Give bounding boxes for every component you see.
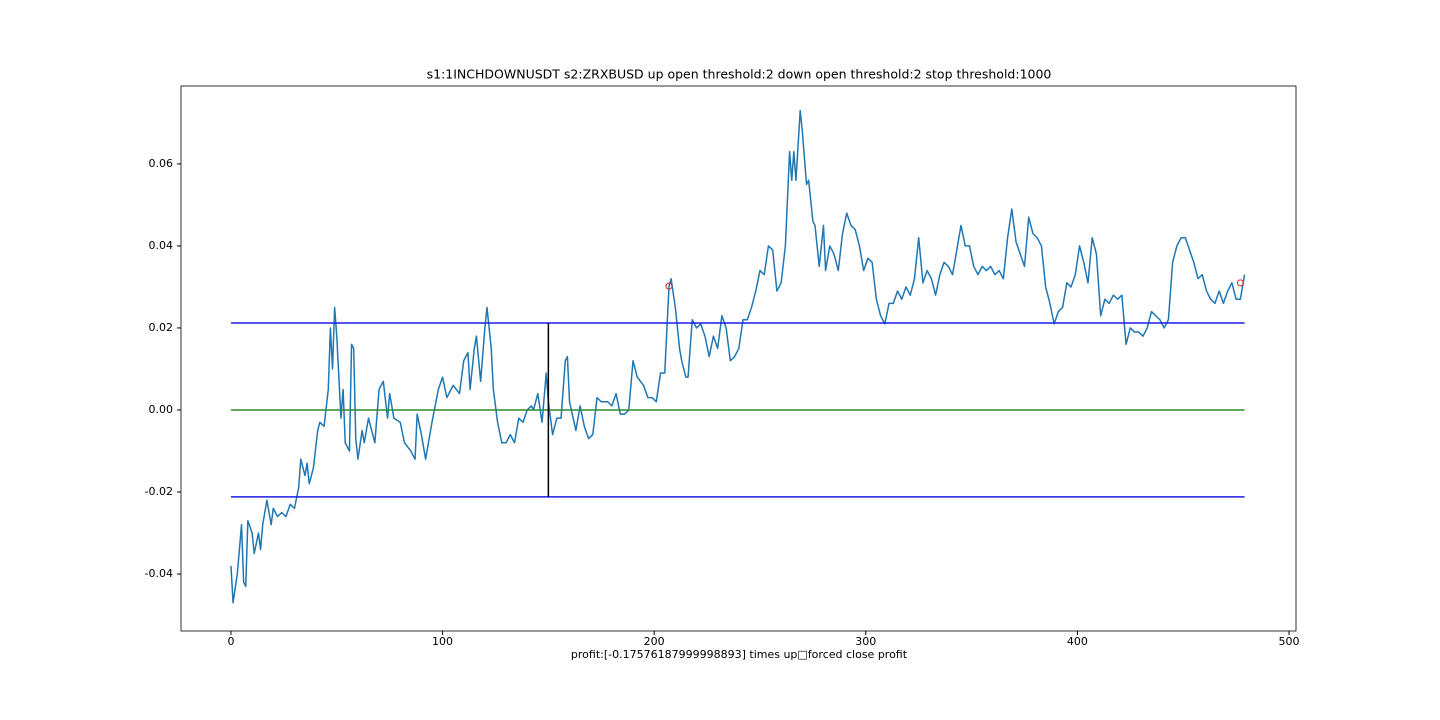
y-tick-label: -0.04	[145, 567, 173, 580]
x-tick-label: 300	[855, 635, 876, 648]
y-tick-label: 0.00	[149, 403, 174, 416]
chart-title: s1:1INCHDOWNUSDT s2:ZRXBUSD up open thre…	[427, 67, 1052, 82]
y-tick-label: 0.02	[149, 321, 174, 334]
marker	[1236, 279, 1244, 287]
x-axis-label: profit:[-0.17576187999998893] times up□f…	[571, 648, 908, 661]
x-tick-label: 200	[644, 635, 665, 648]
plot-frame	[180, 85, 1297, 632]
y-tick-label: 0.06	[149, 157, 174, 170]
marker	[665, 282, 673, 290]
data-line	[230, 109, 1246, 604]
y-tick-label: 0.04	[149, 239, 174, 252]
x-tick-label: 500	[1279, 635, 1300, 648]
y-tick-label: -0.02	[145, 485, 173, 498]
x-tick-label: 400	[1067, 635, 1088, 648]
x-tick-label: 0	[227, 635, 234, 648]
x-tick-label: 100	[432, 635, 453, 648]
